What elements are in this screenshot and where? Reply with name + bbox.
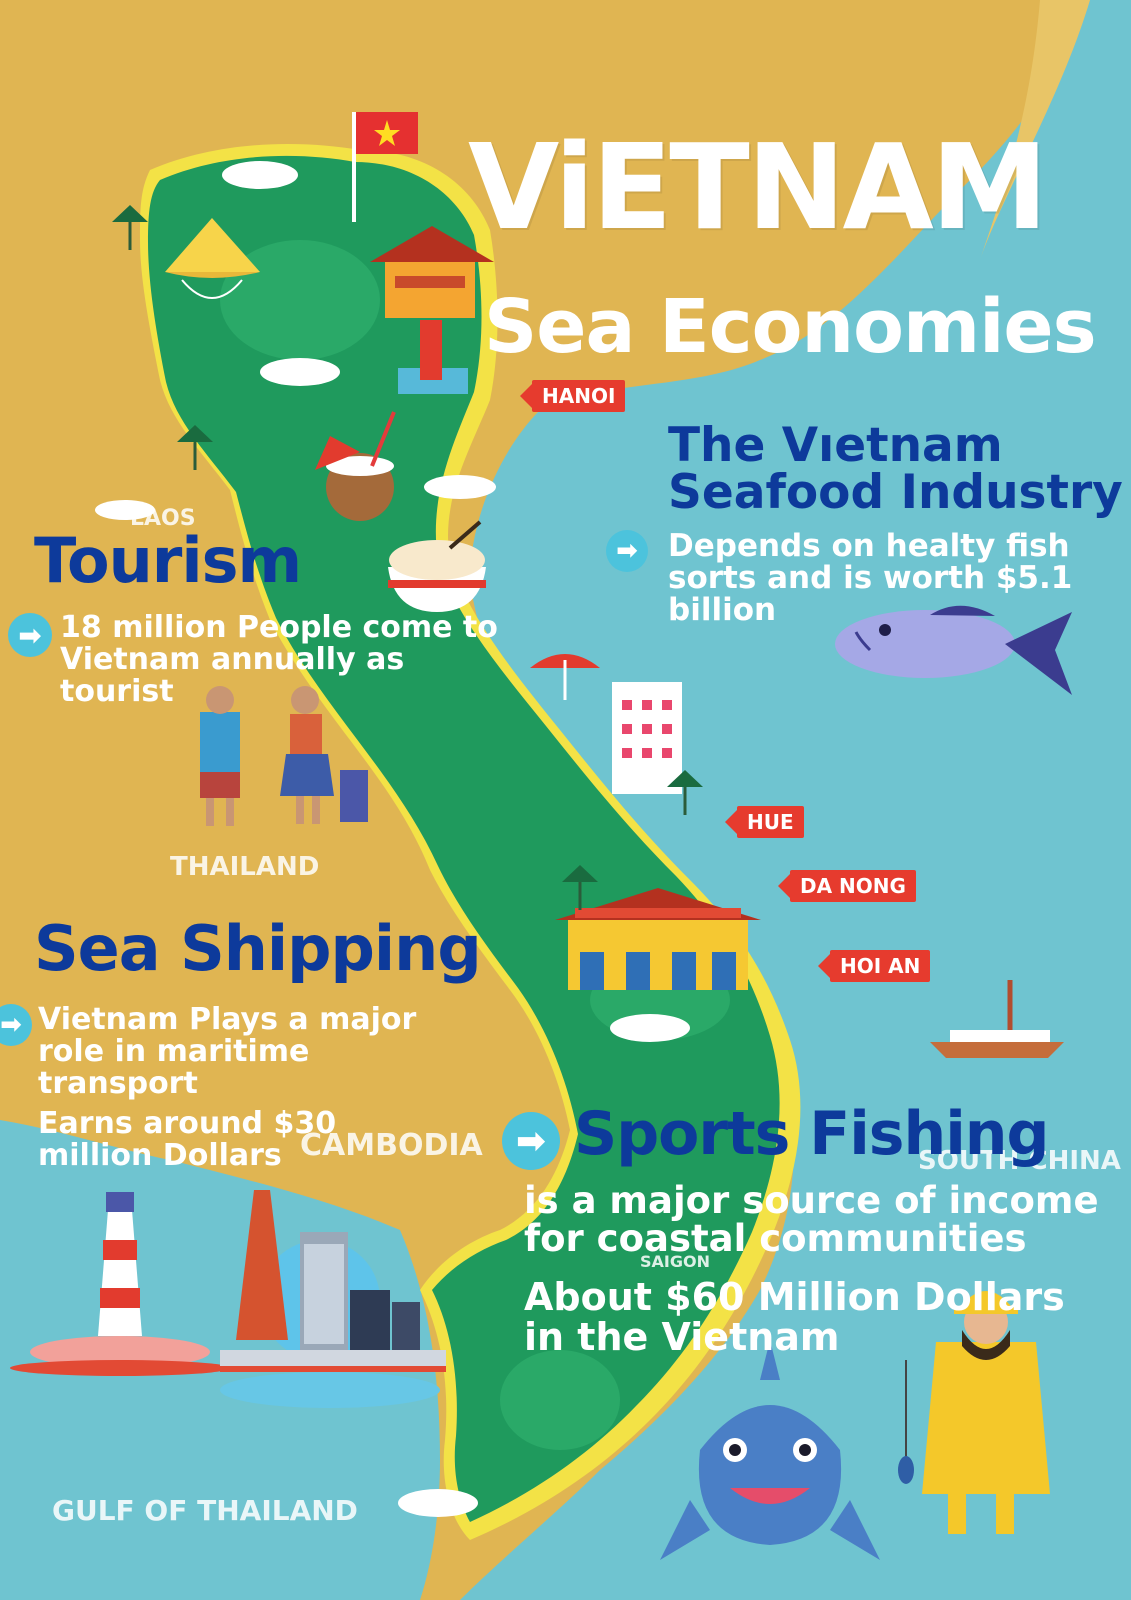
shark-icon (660, 1340, 880, 1560)
fishing-body-line4: in the Vietnam (524, 1315, 840, 1359)
fishing-body-line3: About $60 Million Dollars (524, 1275, 1065, 1319)
fishing-body-line1: is a major source of income (524, 1179, 1099, 1222)
shipping-body-line3: transport (38, 1066, 198, 1101)
region-label-gulf: GULF OF THAILAND (52, 1494, 358, 1527)
south-china-sea (460, 0, 1131, 1600)
shipping-body-line5: million Dollars (38, 1138, 282, 1173)
sailboat-icon (930, 980, 1064, 1058)
subtitle: Sea Economies (484, 284, 1097, 370)
hainan-shade (980, 0, 1090, 260)
seafood-body-line3: billion (668, 592, 777, 628)
city-label-danong: DA NONG (778, 870, 916, 902)
fish-icon (835, 605, 1072, 695)
vietnam-land (148, 155, 780, 1522)
vietnam-flag-icon (352, 112, 418, 222)
fishing-body-line2: for coastal communities (524, 1217, 1027, 1260)
shipping-body-line4: Earns around $30 (38, 1106, 337, 1141)
region-label-laos: LAOS (130, 506, 196, 531)
city-label-hue: HUE (725, 806, 804, 838)
arrow-right-icon: ➡ (502, 1112, 560, 1170)
fishing-heading: Sports Fishing (574, 1099, 1049, 1169)
city-label-hoian: HOI AN (817, 950, 931, 982)
seafood-heading-line2: Seafood Industry (668, 465, 1123, 520)
palm-tree-icon (112, 205, 703, 910)
land-patch (220, 240, 380, 360)
beach-umbrella-icon (530, 654, 600, 700)
coconut-icon (315, 411, 396, 521)
noodle-bowl-icon (388, 520, 486, 612)
land-patch (500, 1350, 620, 1450)
hotel-building-icon (612, 682, 682, 794)
arrow-right-icon: ➡ (606, 530, 648, 572)
shipping-body-line2: role in maritime (38, 1034, 310, 1069)
tourism-heading: Tourism (34, 524, 302, 597)
region-label-saigon: SAIGON (640, 1252, 710, 1271)
fisherman-icon (898, 1291, 1050, 1534)
shipping-heading: Sea Shipping (34, 912, 482, 985)
tourism-body-line2: Vietnam annually as (60, 642, 405, 677)
shipping-body-line1: Vietnam Plays a major (38, 1002, 417, 1037)
conical-hat-icon (165, 218, 260, 299)
tourism-body-line3: tourist (60, 674, 174, 709)
seafood-heading-line1: The Vıetnam (668, 418, 1003, 473)
cloud-icon (95, 161, 690, 1517)
lighthouse-icon (10, 1192, 230, 1376)
main-title: ViETNAM (468, 118, 1048, 256)
city-label-hanoi: HANOI (519, 380, 626, 412)
region-label-cambodia: CAMBODIA (300, 1128, 483, 1163)
region-label-thailand: THAILAND (170, 852, 320, 882)
region-label-south-china-sea: SOUTH CHINA SE (918, 1146, 1131, 1176)
tourism-body-line1: 18 million People come to (60, 610, 498, 645)
port-city-icon (220, 1190, 446, 1408)
arrow-right-icon: ➡ (8, 613, 52, 657)
temple-icon (555, 888, 761, 990)
tourists-icon (200, 686, 368, 826)
seafood-body-line1: Depends on healty fish (668, 528, 1070, 564)
seafood-body-line2: sorts and is worth $5.1 (668, 560, 1073, 596)
pagoda-icon (370, 226, 494, 394)
